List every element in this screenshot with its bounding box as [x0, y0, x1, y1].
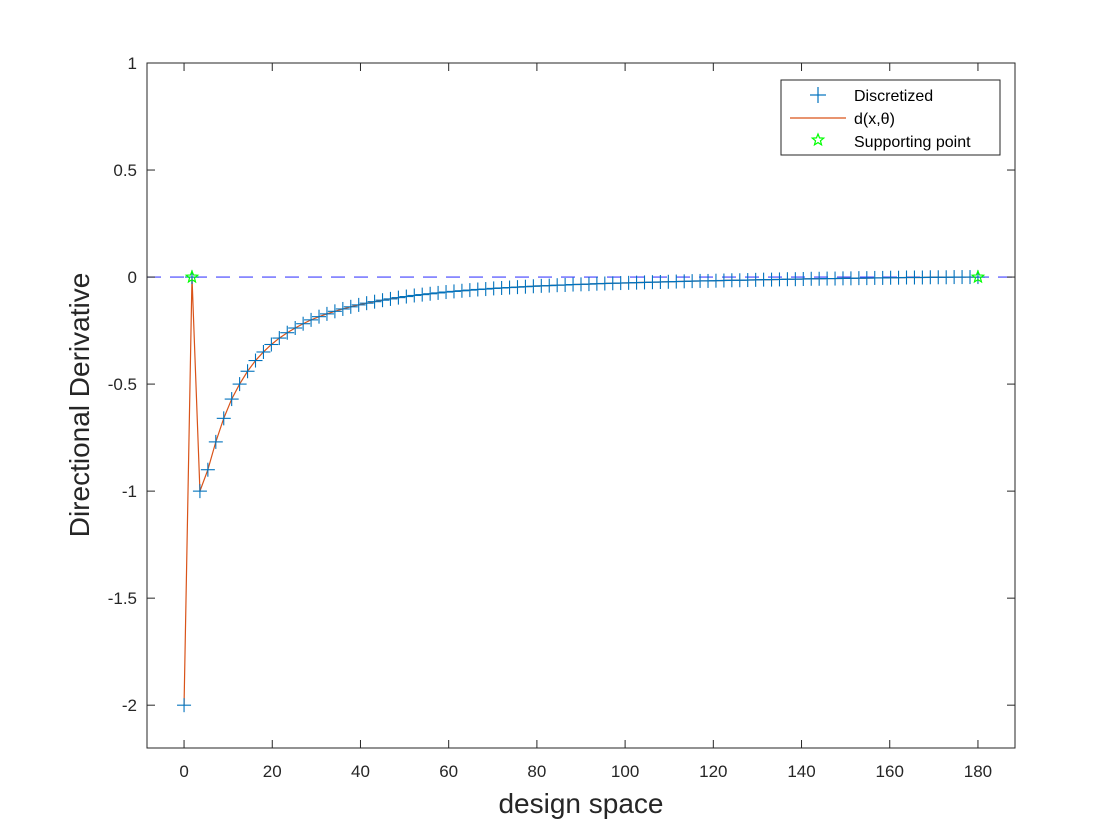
- y-tick-label: 0: [128, 268, 137, 287]
- discretized-point: [256, 344, 271, 359]
- discretized-point: [478, 282, 493, 297]
- discretized-point: [288, 321, 303, 336]
- legend: Discretized d(x,θ) Supporting point: [780, 79, 1001, 156]
- x-tick-label: 180: [964, 762, 992, 781]
- x-tick-label: 20: [263, 762, 282, 781]
- discretized-point: [431, 285, 446, 300]
- x-tick-label: 80: [527, 762, 546, 781]
- discretized-point: [439, 285, 454, 300]
- discretized-point: [224, 392, 239, 407]
- discretized-point: [232, 377, 247, 392]
- x-tick-label: 160: [876, 762, 904, 781]
- y-tick-label: -2: [122, 696, 137, 715]
- discretized-point: [407, 288, 422, 303]
- discretized-point: [248, 353, 263, 368]
- discretized-point: [177, 698, 192, 713]
- discretized-point: [446, 284, 461, 299]
- x-tick-label: 100: [611, 762, 639, 781]
- x-tick-label: 140: [787, 762, 815, 781]
- discretized-point: [208, 434, 223, 449]
- discretized-point: [359, 296, 374, 311]
- discretized-point: [200, 462, 215, 477]
- discretized-point: [335, 301, 350, 316]
- discretized-point: [375, 293, 390, 308]
- discretized-point: [280, 325, 295, 340]
- y-tick-label: 0.5: [113, 161, 137, 180]
- discretized-point: [383, 291, 398, 306]
- x-tick-label: 40: [351, 762, 370, 781]
- plot-background: [147, 63, 1015, 748]
- discretized-point: [304, 312, 319, 327]
- discretized-point: [367, 294, 382, 309]
- legend-label-d: d(x,θ): [854, 111, 895, 128]
- series-marker-layer: [177, 270, 985, 713]
- supporting-point: [970, 269, 986, 284]
- discretized-point: [351, 297, 366, 312]
- legend-label-supporting-point: Supporting point: [854, 134, 971, 151]
- y-tick-label: -1.5: [108, 589, 137, 608]
- y-axis-title: Directional Derivative: [64, 273, 95, 538]
- discretized-point: [454, 283, 469, 298]
- x-axis-title: design space: [498, 788, 663, 819]
- discretized-point: [399, 289, 414, 304]
- supporting-point-layer: [184, 269, 986, 284]
- supporting-point: [184, 269, 200, 284]
- discretized-point: [240, 364, 255, 379]
- legend-marker-discretized: [810, 87, 826, 103]
- y-axis-ticks: 1 0.5 0 -0.5 -1 -1.5 -2: [108, 54, 1015, 715]
- discretized-point: [462, 283, 477, 298]
- y-tick-label: -0.5: [108, 375, 137, 394]
- legend-label-discretized: Discretized: [854, 88, 933, 105]
- y-tick-label: -1: [122, 482, 137, 501]
- discretized-point: [423, 286, 438, 301]
- x-tick-label: 0: [179, 762, 188, 781]
- discretized-point: [264, 337, 279, 352]
- discretized-point: [319, 306, 334, 321]
- discretized-point: [272, 331, 287, 346]
- plot-frame: [146, 62, 1016, 749]
- discretized-point: [216, 411, 231, 426]
- x-axis-ticks: 0 20 40 60 80 100 120 140 160 180: [179, 63, 992, 781]
- discretized-point: [312, 309, 327, 324]
- discretized-point: [192, 484, 207, 499]
- y-tick-label: 1: [128, 54, 137, 73]
- x-tick-label: 120: [699, 762, 727, 781]
- legend-marker-supporting-point: [810, 132, 826, 147]
- discretized-point: [327, 304, 342, 319]
- discretized-point: [296, 316, 311, 331]
- discretized-point: [415, 287, 430, 302]
- x-tick-label: 60: [439, 762, 458, 781]
- discretized-point: [343, 299, 358, 314]
- discretized-point: [391, 290, 406, 305]
